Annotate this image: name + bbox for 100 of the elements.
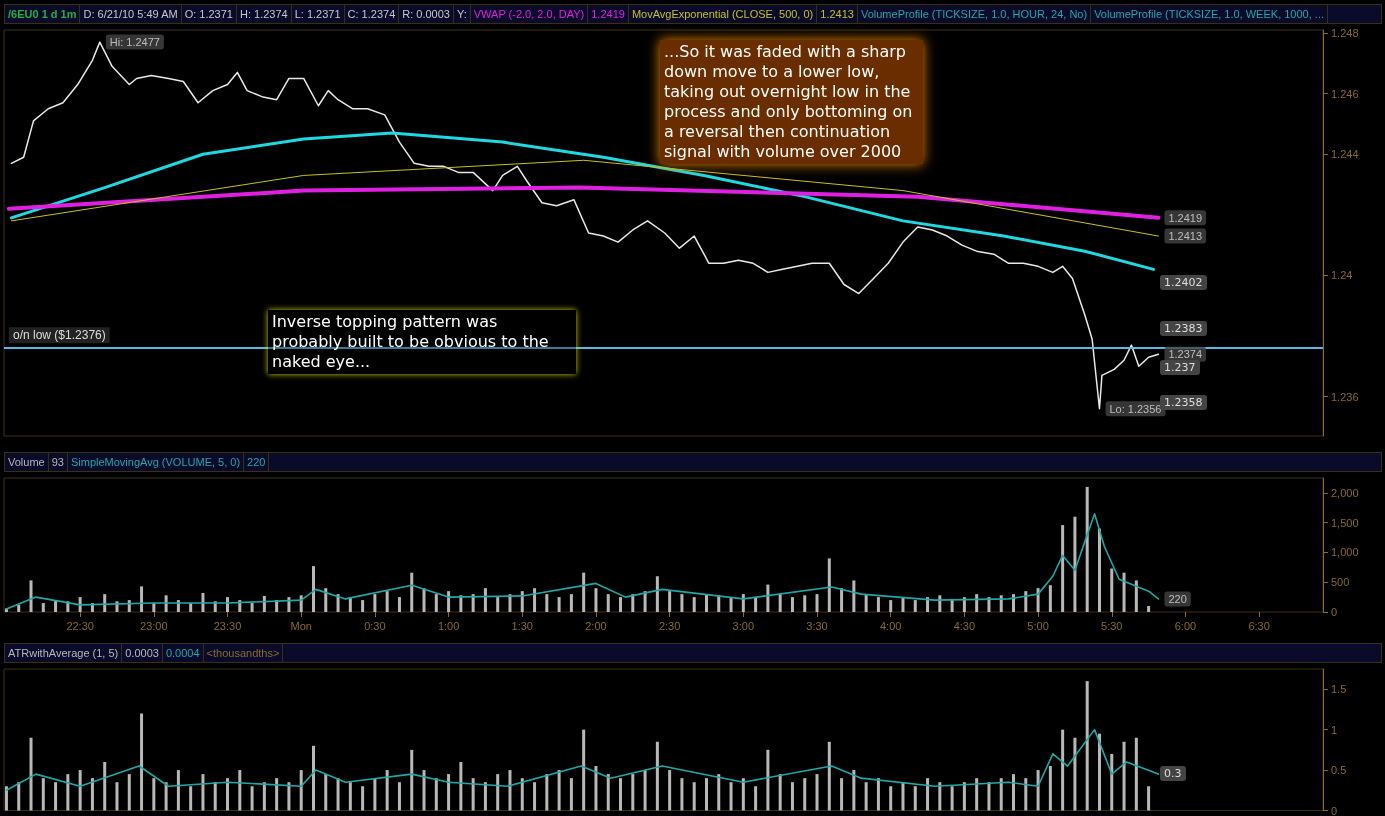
bar	[717, 774, 721, 811]
bar	[704, 594, 708, 612]
bar	[827, 741, 831, 811]
bar	[422, 770, 426, 811]
bar	[631, 774, 635, 811]
text: SimpleMovingAvg (VOLUME, 5, 0)	[67, 453, 245, 471]
bar	[913, 786, 917, 811]
bar	[275, 778, 279, 811]
bar	[729, 597, 733, 612]
bar	[803, 595, 807, 612]
bar	[582, 729, 586, 811]
bar	[1061, 729, 1065, 811]
bar	[152, 778, 156, 811]
bar	[1147, 786, 1151, 811]
bar	[90, 778, 94, 811]
bar	[434, 778, 438, 811]
bar	[741, 778, 745, 811]
bar	[213, 782, 217, 811]
annotation: ...So it was faded with a sharp down move to a lower low, taking out overnight low in the process and only bottoming on a reversal then continuation signal with volume over 2000	[660, 40, 923, 164]
bar	[520, 778, 524, 811]
annotation: 0.3	[1160, 766, 1186, 781]
annotation: Lo: 1.2356	[1109, 402, 1162, 415]
bar	[496, 597, 500, 612]
ref-line-label: o/n low ($1.2376)	[13, 328, 106, 343]
x-tick-label: 4:30	[953, 619, 976, 632]
bar	[852, 770, 856, 811]
bar	[901, 782, 905, 811]
bar	[938, 782, 942, 811]
text: ATRwithAverage (1, 5)	[5, 644, 123, 662]
annotation: 1.2358	[1160, 395, 1207, 410]
bar	[1134, 580, 1138, 612]
bar	[324, 588, 328, 612]
bar	[287, 782, 291, 811]
bar	[754, 597, 758, 612]
bar	[889, 600, 893, 612]
bar	[545, 774, 549, 811]
bar	[852, 580, 856, 612]
bar	[250, 786, 254, 811]
text: 93	[48, 453, 68, 471]
bar	[127, 600, 131, 612]
bar	[803, 778, 807, 811]
bar	[311, 566, 315, 612]
annotation: Hi: 1.2477	[109, 36, 160, 49]
bar	[29, 737, 33, 811]
bar	[1147, 606, 1151, 612]
bar	[140, 586, 144, 612]
bar	[569, 778, 573, 811]
bar	[1073, 737, 1077, 811]
bar	[103, 761, 107, 811]
x-tick-label: 5:00	[1027, 619, 1049, 632]
bar	[864, 782, 868, 811]
bar	[1085, 486, 1089, 612]
bar	[729, 782, 733, 811]
bar	[533, 782, 537, 811]
y-tick-label: 1,500	[1331, 516, 1359, 529]
text: 0.0004	[162, 644, 204, 662]
bar	[1110, 753, 1114, 811]
chart-title: /6EU0 1 d 1m	[5, 5, 81, 23]
y-tick-label: 1.5	[1331, 683, 1347, 696]
bar	[250, 603, 254, 612]
bar	[975, 778, 979, 811]
bar	[471, 778, 475, 811]
text: L: 1.2371	[291, 5, 345, 23]
y-tick-label: 0.5	[1331, 764, 1347, 777]
bar	[4, 786, 8, 811]
bar	[864, 594, 868, 612]
y-tick-label: 1.24	[1331, 269, 1353, 282]
x-tick-label: 6:00	[1174, 619, 1197, 632]
bar	[975, 594, 979, 612]
bar	[619, 597, 623, 612]
x-tick-label: 5:30	[1101, 619, 1123, 632]
bar	[631, 594, 635, 612]
bar	[1061, 525, 1065, 612]
bar	[926, 597, 930, 612]
bar	[127, 774, 131, 811]
x-tick-label: 0:30	[364, 619, 386, 632]
bar	[459, 761, 463, 811]
bar	[778, 594, 782, 612]
bar	[815, 774, 819, 811]
bar	[643, 591, 647, 612]
bar	[987, 782, 991, 811]
x-tick-label: 2:00	[585, 619, 607, 632]
bar	[1012, 774, 1016, 811]
text: VolumeProfile (TICKSIZE, 1.0, WEEK, 1000, ...	[1091, 5, 1328, 23]
bar	[840, 778, 844, 811]
bar	[790, 597, 794, 612]
x-tick-label: 3:30	[806, 619, 828, 632]
text: 0.0003	[122, 644, 163, 662]
bar	[876, 778, 880, 811]
bar	[569, 594, 573, 612]
y-tick-label: 1.246	[1331, 87, 1359, 100]
bar	[287, 597, 291, 612]
bar	[606, 774, 610, 811]
text: R: 0.0003	[399, 5, 454, 23]
text: Volume	[5, 453, 49, 471]
bar	[201, 774, 205, 811]
annotation: 1.2374	[1168, 348, 1203, 361]
bar	[962, 597, 966, 612]
y-tick-label: 0	[1331, 606, 1338, 618]
bar	[815, 594, 819, 612]
